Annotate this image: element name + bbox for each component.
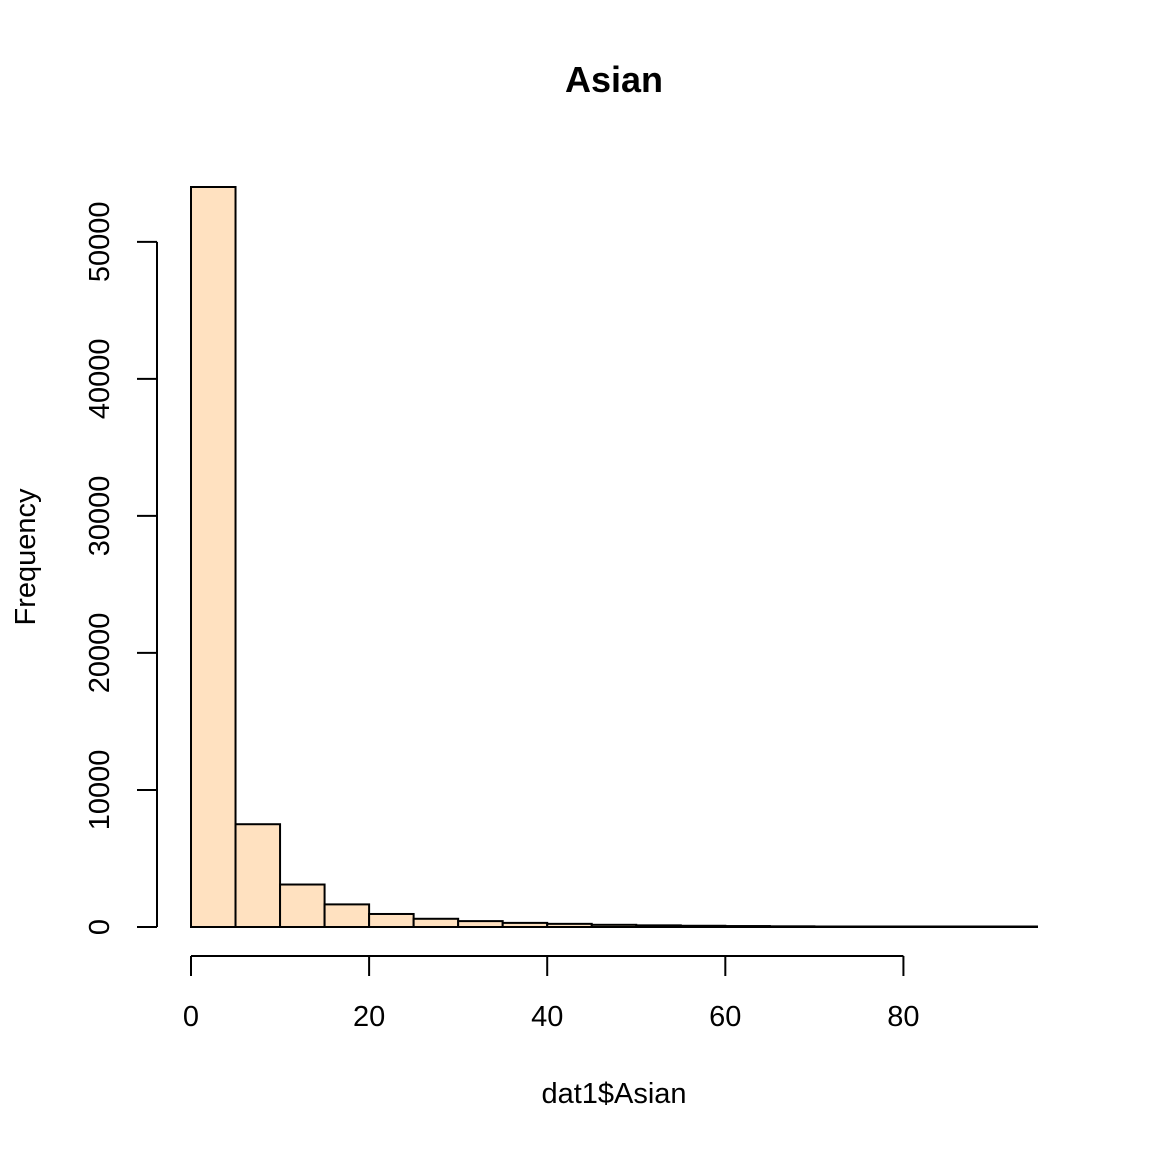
x-tick-label-0: 0: [183, 1001, 199, 1033]
histogram-bar-14: [813, 925, 860, 928]
histogram-bar-4: [368, 912, 415, 929]
histogram-bar-5: [412, 917, 460, 928]
histogram-bar-11: [679, 924, 727, 928]
y-tick-label-2: 20000: [84, 613, 116, 694]
y-tick-label-0: 0: [84, 919, 116, 935]
histogram-bar-2: [279, 883, 326, 928]
histogram-bar-16: [902, 925, 949, 928]
histogram-bar-10: [635, 924, 682, 928]
histogram-bar-7: [501, 921, 549, 929]
x-tick-label-2: 40: [531, 1001, 563, 1033]
y-axis-label: Frequency: [10, 488, 42, 626]
x-axis: 0 20 40 60 80: [183, 955, 920, 1033]
histogram-bar-15: [857, 925, 905, 928]
x-axis-label: dat1$Asian: [541, 1078, 686, 1110]
histogram-bar-9: [590, 923, 638, 929]
y-tick-label-5: 50000: [84, 201, 116, 282]
x-tick-label-1: 20: [353, 1001, 385, 1033]
histogram-bar-0: [190, 186, 237, 928]
histogram-bar-17: [946, 925, 994, 928]
x-tick-label-3: 60: [709, 1001, 741, 1033]
chart-title: Asian: [565, 59, 663, 100]
x-tick-label-4: 80: [887, 1001, 919, 1033]
bars-group: [190, 186, 1039, 929]
histogram-bar-3: [323, 903, 371, 929]
y-tick-label-4: 40000: [84, 339, 116, 420]
histogram-bar-8: [546, 922, 593, 928]
histogram-bar-12: [724, 925, 771, 928]
y-axis: 0 10000 20000 30000 40000 50000: [84, 201, 158, 935]
histogram-bar-1: [234, 823, 282, 929]
histogram-bar-13: [768, 925, 816, 929]
histogram-bar-18: [991, 925, 1039, 928]
histogram-bar-6: [457, 920, 504, 929]
y-tick-label-3: 30000: [84, 476, 116, 557]
y-tick-label-1: 10000: [84, 750, 116, 831]
